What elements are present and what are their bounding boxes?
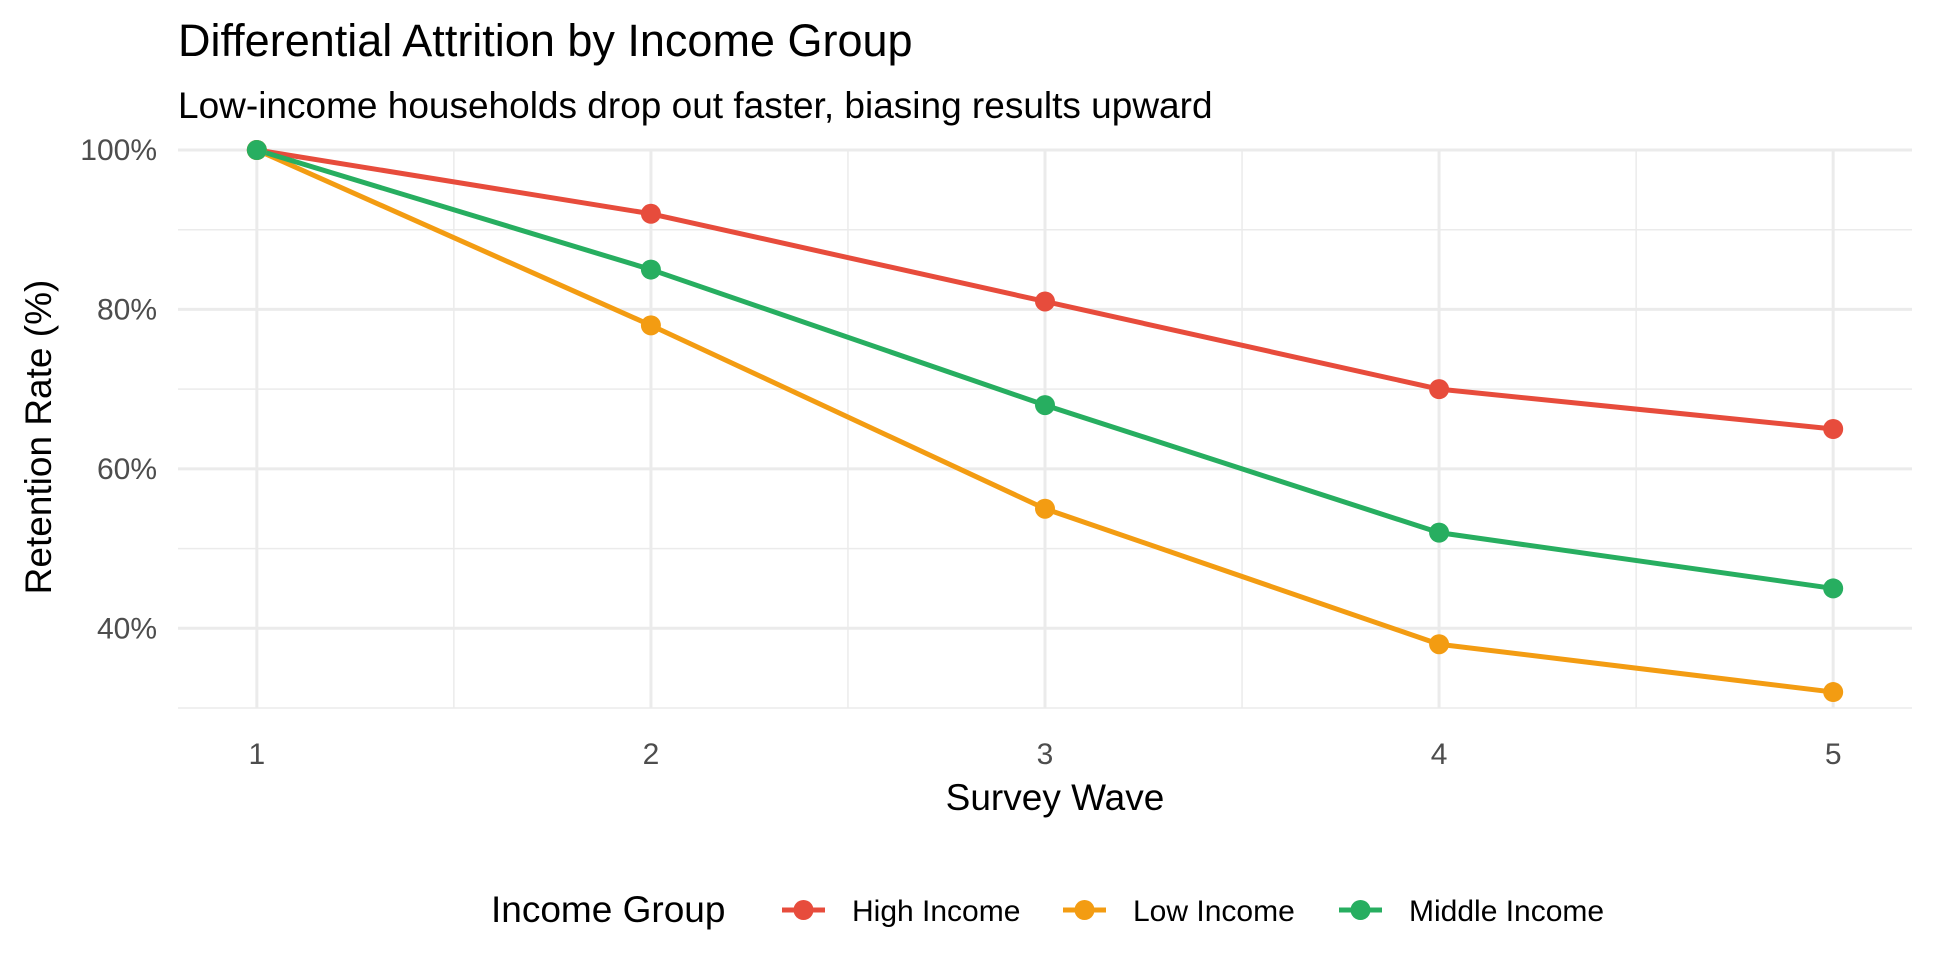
data-point: [1035, 498, 1055, 519]
x-tick-label: 1: [248, 738, 265, 771]
y-tick-label: 80%: [97, 293, 157, 326]
x-tick-label: 2: [643, 738, 660, 771]
data-point: [1035, 395, 1055, 416]
y-axis-title: Retention Rate (%): [18, 280, 59, 595]
x-axis-title: Survey Wave: [946, 777, 1165, 818]
legend-label: Low Income: [1133, 895, 1295, 928]
data-point: [640, 315, 661, 336]
data-point: [640, 203, 661, 224]
data-point: [1823, 682, 1844, 703]
data-point: [1035, 291, 1055, 312]
series-layer: [246, 140, 1844, 703]
data-point: [1429, 522, 1450, 543]
data-point: [1429, 379, 1450, 400]
legend-label: Middle Income: [1409, 895, 1604, 928]
legend-label: High Income: [852, 895, 1020, 928]
legend-key-point: [1074, 900, 1095, 920]
y-tick-label: 100%: [80, 134, 157, 167]
chart-title: Differential Attrition by Income Group: [178, 15, 913, 66]
x-axis-ticks: 1 2 3 4 5: [248, 738, 1841, 771]
data-point: [1429, 634, 1450, 655]
legend-items: High Income Low Income Middle Income: [782, 895, 1604, 928]
data-point: [640, 259, 661, 280]
data-point: [1823, 578, 1844, 599]
data-point: [1823, 419, 1844, 439]
major-gridlines: [178, 148, 1912, 708]
legend-item: Middle Income: [1339, 895, 1604, 928]
x-tick-label: 3: [1037, 738, 1054, 771]
legend-key-point: [1350, 900, 1371, 920]
legend: Income Group High Income Low Income Middle…: [491, 889, 1604, 930]
legend-title: Income Group: [491, 889, 725, 930]
y-tick-label: 40%: [97, 612, 157, 645]
legend-key-point: [793, 900, 814, 920]
y-tick-label: 60%: [97, 453, 157, 486]
legend-item: Low Income: [1063, 895, 1295, 928]
data-point: [246, 140, 267, 160]
series-points: [246, 140, 1844, 599]
x-tick-label: 4: [1431, 738, 1448, 771]
legend-item: High Income: [782, 895, 1020, 928]
chart-subtitle: Low-income households drop out faster, b…: [178, 85, 1213, 126]
x-tick-label: 5: [1825, 738, 1842, 771]
y-axis-ticks: 40% 60% 80% 100%: [80, 134, 157, 645]
